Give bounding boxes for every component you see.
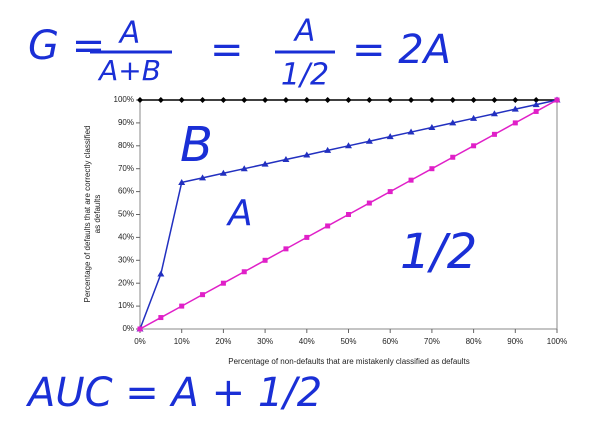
point xyxy=(137,326,143,332)
point xyxy=(303,97,310,103)
x-tick-label: 60% xyxy=(382,337,398,346)
point xyxy=(179,303,185,309)
point xyxy=(386,133,394,140)
point xyxy=(282,156,290,163)
point xyxy=(261,160,269,167)
point xyxy=(471,143,477,149)
point xyxy=(303,151,311,158)
point xyxy=(533,97,540,103)
point xyxy=(157,97,164,103)
point xyxy=(262,257,268,263)
y-tick-label: 60% xyxy=(118,187,134,196)
point xyxy=(511,105,519,112)
point xyxy=(220,97,227,103)
point xyxy=(428,97,435,103)
point xyxy=(428,123,436,130)
point xyxy=(282,97,289,103)
y-tick-label: 100% xyxy=(114,95,134,104)
point xyxy=(407,128,415,135)
y-tick-label: 80% xyxy=(118,141,134,150)
annotation: = 2A xyxy=(352,27,451,73)
point xyxy=(220,280,226,286)
point xyxy=(240,165,248,172)
point xyxy=(346,212,351,217)
y-tick-label: 90% xyxy=(118,118,134,127)
point xyxy=(387,97,394,103)
y-axis-label: Percentage of defaults that are correctl… xyxy=(83,126,92,303)
point xyxy=(408,97,415,103)
point xyxy=(158,315,164,321)
annotation: AUC = A + 1/2 xyxy=(25,370,322,416)
point xyxy=(157,270,165,277)
point xyxy=(345,97,352,103)
x-tick-label: 70% xyxy=(424,337,440,346)
annotation: A xyxy=(293,14,316,49)
x-tick-label: 100% xyxy=(547,337,567,346)
point xyxy=(325,223,331,229)
y-tick-label: 0% xyxy=(122,324,134,333)
point xyxy=(324,146,332,153)
point xyxy=(199,97,206,103)
y-tick-label: 40% xyxy=(118,233,134,242)
point xyxy=(304,234,310,240)
annotation: 1/2 xyxy=(400,224,477,280)
x-tick-label: 40% xyxy=(299,337,315,346)
point xyxy=(366,200,372,206)
point xyxy=(449,119,457,126)
x-tick-label: 10% xyxy=(174,337,190,346)
point xyxy=(366,97,373,103)
point xyxy=(491,97,498,103)
point xyxy=(387,189,393,195)
point xyxy=(219,169,227,176)
point xyxy=(137,97,143,103)
annotation: = xyxy=(210,27,244,73)
x-tick-label: 30% xyxy=(257,337,273,346)
x-axis-label: Percentage of non-defaults that are mist… xyxy=(228,357,469,366)
point xyxy=(345,142,352,149)
point xyxy=(178,178,186,185)
point xyxy=(450,154,456,160)
x-tick-label: 20% xyxy=(215,337,231,346)
x-tick-label: 50% xyxy=(340,337,356,346)
y-tick-label: 70% xyxy=(118,164,134,173)
point xyxy=(470,114,478,121)
annotation: A xyxy=(226,193,253,234)
annotation: A xyxy=(118,16,141,51)
point xyxy=(533,108,539,114)
y-tick-label: 20% xyxy=(118,278,134,287)
x-tick-label: 90% xyxy=(507,337,523,346)
point xyxy=(512,97,519,103)
point xyxy=(241,269,247,275)
annotation: 1/2 xyxy=(281,58,329,93)
point xyxy=(408,177,414,183)
point xyxy=(512,120,518,126)
point xyxy=(532,101,540,108)
annotation: A+B xyxy=(97,54,161,87)
point xyxy=(429,166,435,172)
point xyxy=(283,246,289,252)
point xyxy=(200,292,206,298)
y-tick-label: 10% xyxy=(118,301,134,310)
y-tick-label: 50% xyxy=(118,210,134,219)
annotation: G = xyxy=(28,23,105,69)
point xyxy=(470,97,477,103)
point xyxy=(262,97,269,103)
annotation: B xyxy=(180,117,213,173)
point xyxy=(178,97,185,103)
point xyxy=(324,97,331,103)
point xyxy=(554,97,560,103)
y-tick-label: 30% xyxy=(118,255,134,264)
x-tick-label: 0% xyxy=(134,337,146,346)
x-tick-label: 80% xyxy=(466,337,482,346)
point xyxy=(449,97,456,103)
point xyxy=(491,131,497,137)
point xyxy=(241,97,248,103)
point xyxy=(490,110,498,117)
y-axis-label: as defaults xyxy=(93,195,102,234)
point xyxy=(365,137,373,144)
point xyxy=(199,174,207,181)
